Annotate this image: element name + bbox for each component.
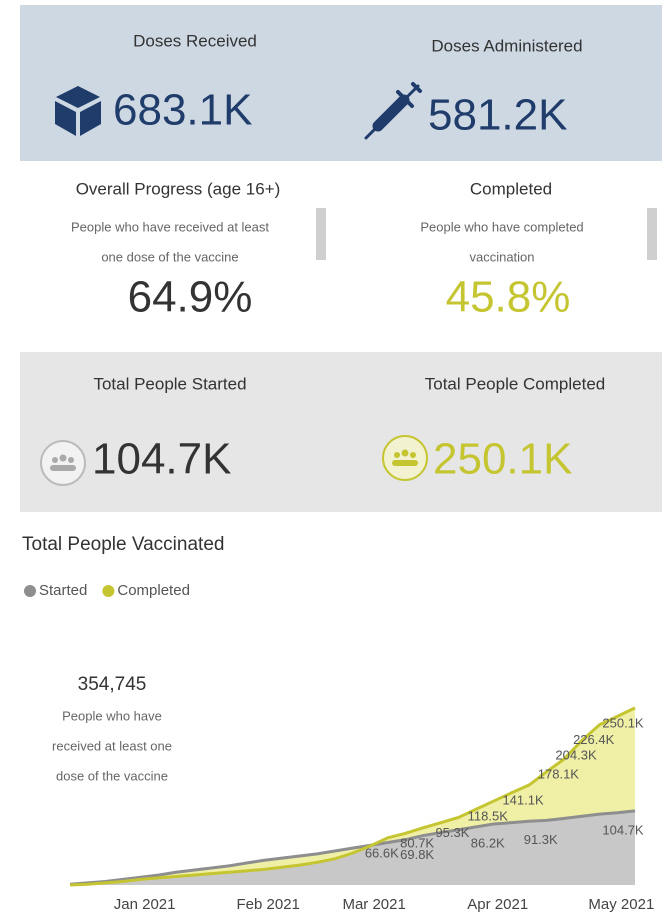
x-tick-label: Jan 2021 — [114, 896, 176, 913]
progress-desc: People who have received at least — [71, 219, 269, 234]
data-label: 118.5K — [468, 809, 509, 824]
legend-swatch — [24, 585, 36, 597]
series-line — [69, 706, 636, 887]
x-tick-label: Mar 2021 — [342, 896, 405, 913]
data-label: 86.2K — [471, 835, 505, 850]
area-fill — [70, 810, 635, 885]
doses-band — [20, 5, 662, 161]
data-label: 80.7K — [400, 835, 434, 850]
scrollbar — [316, 208, 326, 260]
x-tick-label: May 2021 — [588, 896, 654, 913]
doses-received-label: Doses Received — [133, 31, 257, 50]
annotation-text: People who have — [62, 708, 162, 723]
chart-title: Total People Vaccinated — [22, 534, 224, 555]
legend-swatch — [102, 585, 115, 597]
doses-administered-value: 581.2K — [428, 91, 567, 140]
data-label: 178.1K — [538, 766, 580, 781]
progress-value: 64.9% — [128, 273, 253, 322]
data-label: 226.4K — [573, 732, 615, 747]
completed-desc: vaccination — [469, 249, 534, 264]
syringe-icon — [364, 82, 422, 140]
completed-people-label: Total People Completed — [425, 374, 606, 393]
data-label: 91.3K — [524, 832, 558, 847]
annotation-text: received at least one — [52, 738, 172, 753]
x-tick-label: Apr 2021 — [467, 896, 528, 913]
completed-title: Completed — [470, 179, 552, 198]
data-label: 95.3K — [435, 825, 469, 840]
annotation-text: dose of the vaccine — [56, 768, 168, 783]
people-icon — [40, 440, 86, 486]
data-label: 104.7K — [602, 822, 644, 837]
data-label: 69.8K — [400, 847, 434, 862]
data-label: 141.1K — [502, 792, 544, 807]
started-value: 104.7K — [92, 435, 231, 484]
data-label: 66.6K — [365, 845, 399, 860]
completed-desc: People who have completed — [420, 219, 583, 234]
series-line — [69, 809, 636, 886]
completed-value: 45.8% — [446, 273, 571, 322]
progress-desc: one dose of the vaccine — [101, 249, 238, 264]
box-icon — [55, 86, 101, 136]
legend-label: Started — [39, 582, 87, 599]
legend-label: Completed — [117, 582, 190, 599]
scrollbar — [647, 208, 657, 260]
completed-people-value: 250.1K — [433, 435, 572, 484]
progress-title: Overall Progress (age 16+) — [76, 179, 281, 198]
started-label: Total People Started — [93, 374, 246, 393]
doses-administered-label: Doses Administered — [431, 36, 582, 55]
annotation-value: 354,745 — [78, 674, 147, 695]
x-tick-label: Feb 2021 — [237, 896, 300, 913]
people-icon — [382, 435, 428, 481]
people-band — [20, 352, 662, 512]
data-label: 250.1K — [602, 715, 644, 730]
doses-received-value: 683.1K — [113, 86, 252, 135]
data-label: 204.3K — [555, 748, 597, 763]
